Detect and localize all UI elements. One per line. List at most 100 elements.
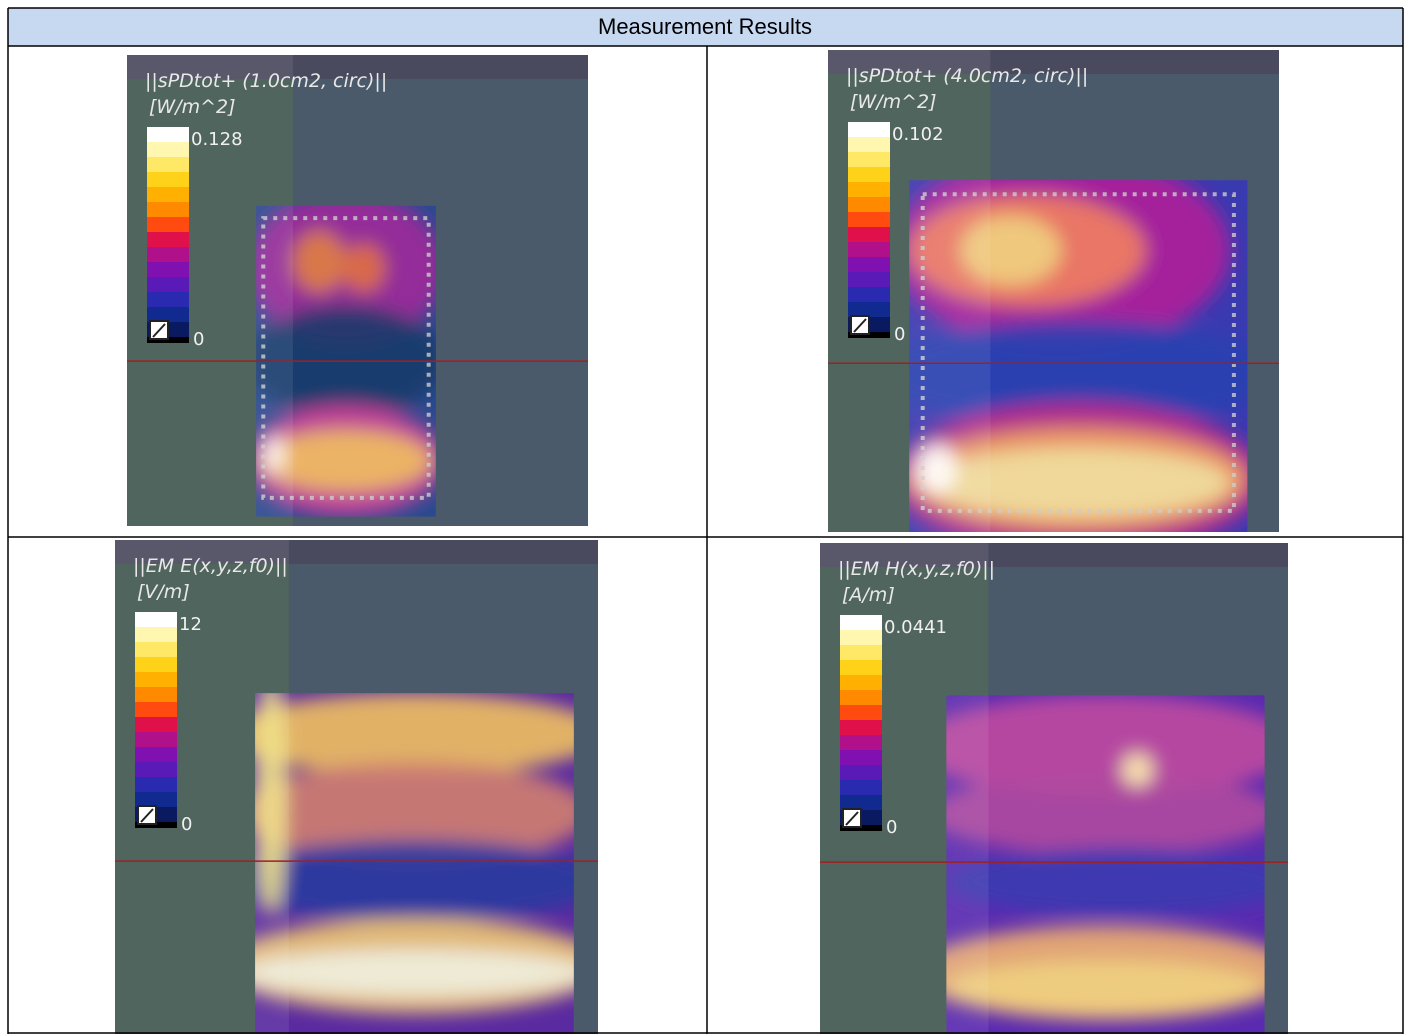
- colorbar-step: [147, 247, 189, 263]
- heat-blob: [255, 948, 574, 997]
- heat-blob: [255, 693, 287, 915]
- colorbar-step: [848, 197, 890, 213]
- image-top-band: [115, 540, 598, 564]
- header-cell: [8, 8, 1403, 46]
- colorbar-step: [135, 612, 177, 628]
- colorbar-step: [135, 792, 177, 808]
- colorbar-step: [848, 272, 890, 288]
- heat-blobs: [946, 695, 1265, 1021]
- colorbar-max: 0.102: [892, 124, 944, 145]
- panel-unit: [A/m]: [842, 584, 895, 606]
- colorbar-max: 0.0441: [884, 617, 947, 638]
- colorbar-step: [135, 717, 177, 733]
- result-image: ||EM E(x,y,z,f0)|| [V/m] 12 0: [115, 540, 598, 1034]
- colorbar-step: [848, 167, 890, 183]
- colorbar-step: [147, 187, 189, 203]
- result-image: ||sPDtot+ (4.0cm2, circ)|| [W/m^2] 0.102 0: [828, 50, 1279, 532]
- colorbar-min: 0: [894, 324, 905, 345]
- colorbar-step: [848, 302, 890, 318]
- heat-blob: [926, 447, 1231, 518]
- colorbar-step: [135, 657, 177, 673]
- scan-outline: [920, 192, 1236, 513]
- colorbar-step: [147, 292, 189, 308]
- panel-unit: [V/m]: [137, 581, 190, 603]
- colorbar-step: [840, 795, 882, 811]
- colorbar-step: [147, 142, 189, 158]
- colorbar-step: [848, 152, 890, 168]
- panel-unit: [W/m^2]: [850, 91, 937, 113]
- colorbar-step: [848, 242, 890, 258]
- colorbar-step: [840, 675, 882, 691]
- colorbar-min: 0: [193, 329, 204, 350]
- heat-blob: [946, 773, 1265, 855]
- heat-blob: [946, 959, 1265, 1014]
- image-top-band: [820, 543, 1288, 567]
- heat-blob: [255, 761, 574, 864]
- colorbar-step: [848, 287, 890, 303]
- heat-blob: [915, 444, 957, 494]
- colorbar-step: [135, 642, 177, 658]
- heat-blobs: [909, 180, 1248, 532]
- colorbar-step: [147, 232, 189, 248]
- heat-blob: [259, 429, 433, 492]
- heat-blob: [255, 839, 574, 922]
- colorbar-step: [147, 262, 189, 278]
- colorbar-step: [147, 202, 189, 218]
- table-header: Measurement Results: [598, 14, 812, 39]
- colorbar-step: [147, 277, 189, 293]
- scan-outline: [261, 216, 431, 500]
- colorbar-step: [840, 705, 882, 721]
- heat-blob: [909, 320, 1248, 427]
- colorbar-step: [848, 137, 890, 153]
- panel-title: ||EM H(x,y,z,f0)||: [838, 558, 995, 580]
- colorbar-step: [848, 212, 890, 228]
- colorbar-step: [848, 257, 890, 273]
- colorbar-step: [840, 720, 882, 736]
- heat-blobs: [255, 693, 574, 1014]
- colorbar-step: [135, 672, 177, 688]
- colorbar-step: [147, 307, 189, 323]
- panel-unit: [W/m^2]: [149, 96, 236, 118]
- colorbar-step: [147, 172, 189, 188]
- heat-blob: [292, 230, 346, 293]
- heat-blob: [946, 695, 1265, 797]
- colorbar-step: [135, 777, 177, 793]
- colorbar-step: [135, 627, 177, 643]
- colorbar-icon-slash: [152, 323, 166, 338]
- result-image: ||EM H(x,y,z,f0)|| [A/m] 0.0441 0: [820, 543, 1288, 1034]
- colorbar-step: [848, 227, 890, 243]
- panel-title: ||sPDtot+ (4.0cm2, circ)||: [846, 65, 1088, 87]
- heat-blob: [946, 847, 1265, 916]
- heat-blob: [342, 243, 386, 293]
- colorbar-step: [840, 780, 882, 796]
- heat-blob: [265, 435, 284, 474]
- colorbar-min: 0: [181, 814, 192, 835]
- heat-blob: [1121, 752, 1154, 787]
- heatmap: [946, 695, 1265, 1034]
- colorbar-step: [840, 645, 882, 661]
- image-top-band: [828, 50, 1279, 74]
- colorbar-step: [840, 750, 882, 766]
- panel-title: ||EM E(x,y,z,f0)||: [133, 555, 288, 577]
- colorbar-step: [135, 687, 177, 703]
- colorbar-step: [840, 765, 882, 781]
- colorbar-step: [135, 732, 177, 748]
- colorbar-step: [848, 122, 890, 138]
- colorbar-icon-slash: [853, 318, 867, 333]
- colorbar-max: 0.128: [191, 129, 243, 150]
- colorbar-step: [848, 182, 890, 198]
- colorbar-min: 0: [886, 817, 897, 838]
- result-image: ||sPDtot+ (1.0cm2, circ)|| [W/m^2] 0.128 0: [127, 55, 588, 526]
- colorbar-step: [147, 157, 189, 173]
- colorbar-step: [147, 217, 189, 233]
- colorbar-step: [840, 615, 882, 631]
- colorbar-step: [840, 630, 882, 646]
- colorbar-step: [840, 735, 882, 751]
- panel-title: ||sPDtot+ (1.0cm2, circ)||: [145, 70, 387, 92]
- colorbar-icon-slash: [845, 811, 859, 826]
- heatmap: [255, 693, 574, 1034]
- colorbar-icon-slash: [140, 808, 154, 823]
- heat-blob: [959, 215, 1062, 286]
